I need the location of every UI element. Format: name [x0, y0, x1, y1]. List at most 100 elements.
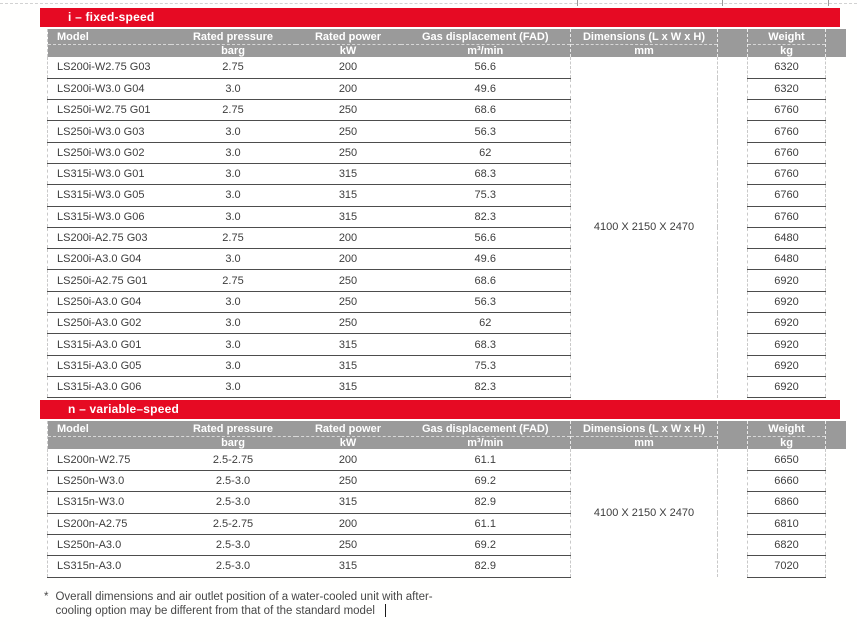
cell-model: LS315i-W3.0 G01 — [47, 163, 171, 186]
table-row: LS250i-A2.75 G01 2.75 250 68.6 6920 — [47, 269, 846, 292]
cell-gas-displacement: 62 — [400, 312, 571, 335]
cell-rated-pressure: 3.0 — [170, 78, 296, 101]
table-body: LS200i-W2.75 G03 2.75 200 56.6 4100 X 2150 X… — [47, 57, 846, 399]
cell-rated-pressure: 2.75 — [170, 99, 296, 122]
footnote: * Overall dimensions and air outlet posi… — [44, 590, 464, 618]
table-row: LS200n-A2.75 2.5-2.75 200 61.1 6810 — [47, 513, 846, 535]
column-header-weight: Weight kg — [747, 421, 826, 450]
cell-weight: 6650 — [747, 449, 826, 472]
cell-weight: 6320 — [747, 78, 826, 101]
cell-rated-power: 250 — [295, 312, 401, 335]
cell-rated-pressure: 3.0 — [170, 312, 296, 335]
cell-model: LS250i-W3.0 G02 — [47, 142, 171, 164]
cell-model: LS250i-A3.0 G02 — [47, 312, 171, 335]
cell-model: LS315i-A3.0 G05 — [47, 355, 171, 377]
cell-model: LS200n-W2.75 — [47, 449, 171, 472]
cell-weight: 6920 — [747, 355, 826, 377]
table-row: LS200i-W2.75 G03 2.75 200 56.6 4100 X 2150 X… — [47, 57, 846, 398]
cell-rated-pressure: 3.0 — [170, 291, 296, 314]
text-cursor — [384, 603, 386, 617]
cell-rated-power: 250 — [295, 120, 401, 143]
cell-dimensions-merged: 4100 X 2150 X 2470 — [570, 57, 718, 398]
table-row: LS250n-A3.0 2.5-3.0 250 69.2 6820 — [47, 534, 846, 557]
cell-rated-pressure: 2.5-3.0 — [170, 491, 296, 514]
cell-gas-displacement: 49.6 — [400, 78, 571, 101]
divider — [0, 3, 857, 4]
cell-gas-displacement: 82.9 — [400, 491, 571, 514]
section-banner-variable-speed: n – variable–speed — [40, 400, 840, 420]
cell-rated-power: 315 — [295, 555, 401, 578]
column-header-dimensions: Dimensions (L x W x H) mm — [570, 29, 718, 57]
section-title: n – variable–speed — [68, 402, 179, 417]
page-top-edge — [0, 0, 857, 8]
table-row: LS250i-W3.0 G02 3.0 250 62 6760 — [47, 142, 846, 164]
cell-rated-pressure: 3.0 — [170, 206, 296, 228]
cell-rated-power: 315 — [295, 184, 401, 207]
table-row: LS315i-A3.0 G06 3.0 315 82.3 6920 — [47, 376, 846, 399]
cell-gas-displacement: 62 — [400, 142, 571, 164]
cell-rated-power: 200 — [295, 57, 401, 79]
cell-dimensions-merged: 4100 X 2150 X 2470 — [570, 449, 718, 578]
cell-model: LS200i-W3.0 G04 — [47, 78, 171, 101]
cell-rated-pressure: 3.0 — [170, 248, 296, 271]
cell-weight: 6860 — [747, 491, 826, 514]
cell-rated-pressure: 2.5-3.0 — [170, 470, 296, 493]
cell-model: LS250n-A3.0 — [47, 534, 171, 557]
cell-weight: 6760 — [747, 120, 826, 143]
spacer-cell — [717, 449, 748, 578]
cell-rated-pressure: 3.0 — [170, 163, 296, 186]
cell-weight: 6760 — [747, 206, 826, 228]
fixed-speed-section: i – fixed-speed Model Rated pressure bar… — [40, 8, 846, 399]
table-row: LS250i-W2.75 G01 2.75 250 68.6 6760 — [47, 99, 846, 122]
cell-weight: 6920 — [747, 291, 826, 314]
variable-speed-section: n – variable–speed Model Rated pressure … — [40, 400, 846, 578]
cell-rated-power: 200 — [295, 78, 401, 101]
column-header-dimensions: Dimensions (L x W x H) mm — [570, 421, 718, 450]
column-header-rated-pressure: Rated pressure barg — [170, 421, 296, 450]
header-spacer — [717, 421, 748, 450]
column-header-weight: Weight kg — [747, 29, 826, 57]
cell-gas-displacement: 82.9 — [400, 555, 571, 578]
cell-weight: 6660 — [747, 470, 826, 493]
cell-rated-power: 250 — [295, 142, 401, 164]
column-header-rated-power: Rated power kW — [295, 29, 401, 57]
cell-weight: 7020 — [747, 555, 826, 578]
header-row: Model Rated pressure barg Rated power kW… — [47, 421, 846, 450]
cell-rated-power: 200 — [295, 248, 401, 271]
table-row: LS250i-W3.0 G03 3.0 250 56.3 6760 — [47, 120, 846, 143]
column-header-gas-displacement: Gas displacement (FAD) m³/min — [400, 29, 571, 57]
table-row: LS200i-A3.0 G04 3.0 200 49.6 6480 — [47, 248, 846, 271]
table-row: LS250n-W3.0 2.5-3.0 250 69.2 6660 — [47, 470, 846, 493]
cell-rated-pressure: 3.0 — [170, 184, 296, 207]
spec-sheet: i – fixed-speed Model Rated pressure bar… — [40, 8, 846, 618]
cell-model: LS315i-A3.0 G06 — [47, 376, 171, 399]
cell-model: LS315i-A3.0 G01 — [47, 333, 171, 356]
cell-weight: 6820 — [747, 534, 826, 557]
cell-model: LS200i-A2.75 G03 — [47, 227, 171, 250]
cell-rated-power: 250 — [295, 534, 401, 557]
variable-speed-table: Model Rated pressure barg Rated power kW… — [47, 421, 846, 578]
cell-rated-pressure: 3.0 — [170, 376, 296, 399]
cell-rated-power: 250 — [295, 291, 401, 314]
spacer-cell — [717, 57, 748, 398]
cell-model: LS200i-A3.0 G04 — [47, 248, 171, 271]
cell-model: LS250i-W3.0 G03 — [47, 120, 171, 143]
cell-rated-power: 250 — [295, 269, 401, 292]
cell-rated-pressure: 3.0 — [170, 142, 296, 164]
cell-gas-displacement: 56.6 — [400, 57, 571, 79]
column-border-tick — [722, 0, 723, 6]
table-row: LS250i-A3.0 G02 3.0 250 62 6920 — [47, 312, 846, 335]
cell-weight: 6920 — [747, 269, 826, 292]
cell-rated-power: 250 — [295, 470, 401, 493]
fixed-speed-table: Model Rated pressure barg Rated power kW… — [47, 29, 846, 399]
section-title: i – fixed-speed — [68, 10, 155, 24]
cell-weight: 6760 — [747, 184, 826, 207]
footnote-text: Overall dimensions and air outlet positi… — [55, 590, 433, 617]
header-spacer — [717, 29, 748, 57]
footnote-marker: * — [44, 590, 49, 603]
table-row: LS315n-A3.0 2.5-3.0 315 82.9 7020 — [47, 555, 846, 578]
table-row: LS315i-W3.0 G01 3.0 315 68.3 6760 — [47, 163, 846, 186]
column-header-rated-power: Rated power kW — [295, 421, 401, 450]
cell-rated-pressure: 2.5-2.75 — [170, 449, 296, 472]
cell-gas-displacement: 75.3 — [400, 355, 571, 377]
